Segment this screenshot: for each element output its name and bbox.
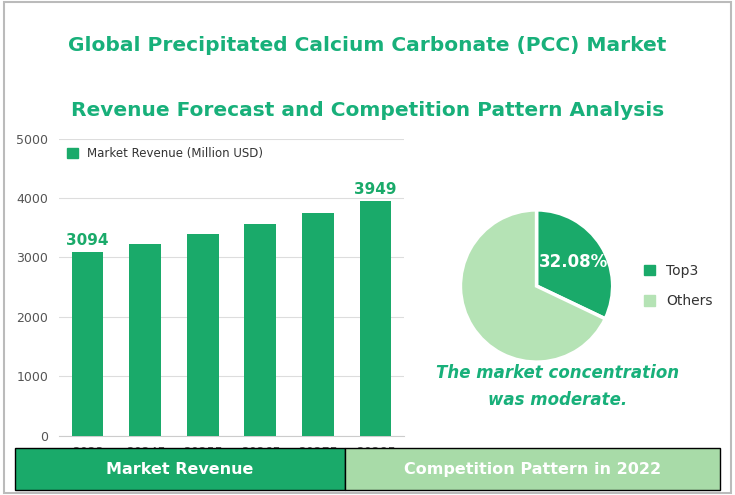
Bar [245, 224, 276, 436]
Bar [359, 201, 391, 436]
Text: 32.08%: 32.08% [539, 253, 609, 271]
Text: Market Revenue: Market Revenue [106, 461, 254, 477]
Text: The market concentration
was moderate.: The market concentration was moderate. [437, 364, 680, 409]
Legend: Market Revenue (Million USD): Market Revenue (Million USD) [65, 145, 265, 162]
Text: Revenue Forecast and Competition Pattern Analysis: Revenue Forecast and Competition Pattern… [71, 101, 664, 120]
Text: 3949: 3949 [354, 182, 397, 197]
Bar [72, 252, 104, 436]
Legend: Top3, Others: Top3, Others [639, 258, 719, 314]
Wedge shape [460, 210, 605, 362]
FancyBboxPatch shape [15, 448, 345, 490]
Bar [129, 244, 161, 436]
Text: 3094: 3094 [66, 233, 109, 248]
FancyBboxPatch shape [345, 448, 720, 490]
Wedge shape [537, 210, 613, 319]
Text: Competition Pattern in 2022: Competition Pattern in 2022 [404, 461, 662, 477]
Bar [187, 234, 218, 436]
Text: Global Precipitated Calcium Carbonate (PCC) Market: Global Precipitated Calcium Carbonate (P… [68, 37, 667, 55]
Bar [302, 213, 334, 436]
